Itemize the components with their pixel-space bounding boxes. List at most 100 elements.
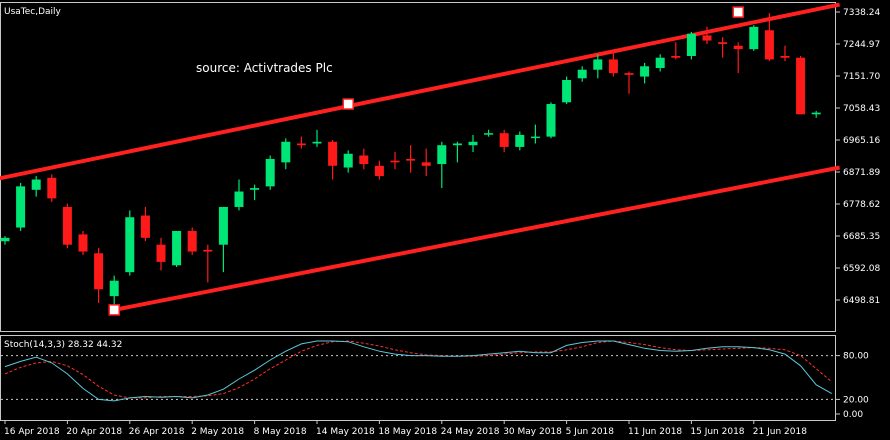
- channel-marker: [108, 304, 120, 316]
- x-tick-label: 15 Jun 2018: [690, 427, 744, 437]
- candle-body: [437, 145, 447, 165]
- candle: [0, 236, 10, 245]
- candle-body: [577, 69, 587, 79]
- candle: [530, 124, 540, 144]
- source-annotation: source: Activtrades Plc: [196, 61, 333, 75]
- price-axis: 7338.24 7244.97 7151.70 7058.43 6965.16 6871.…: [835, 8, 880, 306]
- candle-body: [31, 179, 41, 190]
- candle: [421, 148, 431, 177]
- candle-body: [655, 57, 665, 69]
- candle-body: [624, 73, 634, 75]
- candle-body: [608, 59, 618, 74]
- candle: [172, 230, 182, 267]
- candle-body: [530, 136, 540, 139]
- candle: [343, 150, 353, 173]
- candle: [780, 45, 790, 62]
- y-tick-label: 6965.16: [843, 136, 880, 146]
- channel-lower-line: [113, 165, 840, 312]
- candle-body: [47, 177, 57, 199]
- candle-body: [234, 191, 244, 207]
- x-tick-label: 11 Jun 2018: [628, 427, 682, 437]
- candle: [374, 160, 384, 180]
- candle-body: [328, 141, 338, 166]
- candle: [468, 134, 478, 153]
- candle: [281, 138, 291, 170]
- y-tick-label: 6498.81: [843, 296, 880, 306]
- candle-body: [421, 162, 431, 166]
- candle-body: [109, 280, 119, 297]
- candle: [140, 206, 150, 242]
- candle-body: [390, 160, 400, 163]
- stoch-level-label: 20.00: [843, 395, 869, 405]
- y-tick-label: 7151.70: [843, 72, 880, 82]
- candle: [702, 26, 712, 44]
- candle-body: [94, 253, 104, 290]
- candle: [406, 145, 416, 173]
- candle-body: [546, 104, 556, 137]
- candle-body: [452, 143, 462, 146]
- candle-body: [468, 141, 478, 146]
- candle: [265, 155, 275, 190]
- candle-body: [686, 33, 696, 56]
- x-tick-label: 26 Apr 2018: [129, 427, 185, 437]
- y-tick-label: 7244.97: [843, 40, 880, 50]
- candle: [593, 54, 603, 79]
- candle-body: [733, 45, 743, 50]
- candle: [671, 42, 681, 60]
- candle-body: [780, 55, 790, 58]
- candle: [94, 248, 104, 304]
- x-tick-label: 16 Apr 2018: [4, 427, 60, 437]
- candle: [718, 37, 728, 58]
- candle: [109, 275, 119, 307]
- candle-body: [312, 141, 322, 144]
- candle-body: [203, 249, 213, 252]
- candle-body: [562, 80, 572, 103]
- candle-body: [125, 217, 135, 273]
- candle: [47, 174, 57, 202]
- stoch-signal-line: [4, 340, 833, 399]
- stoch-level-label: 80.00: [843, 352, 869, 362]
- x-tick-label: 18 May 2018: [378, 427, 437, 437]
- trend-channel: [0, 2, 841, 312]
- stoch-level-label: 0.00: [843, 410, 863, 420]
- stochastic-panel: 80.00 20.00 0.00: [0, 335, 869, 421]
- candle-body: [0, 237, 10, 242]
- candle: [640, 62, 650, 84]
- candle-body: [593, 59, 603, 70]
- candle-body: [265, 158, 275, 187]
- candle-body: [16, 186, 26, 228]
- candle-body: [359, 155, 369, 165]
- candle: [624, 71, 634, 94]
- x-tick-label: 8 May 2018: [254, 427, 307, 437]
- y-tick-label: 6592.08: [843, 264, 880, 274]
- candle-body: [78, 234, 88, 252]
- candle: [484, 129, 494, 137]
- y-tick-label: 7338.24: [843, 8, 880, 18]
- candle: [390, 152, 400, 170]
- candle: [16, 182, 26, 231]
- candle-body: [187, 230, 197, 252]
- stoch-main-line: [4, 340, 833, 402]
- x-tick-label: 20 Apr 2018: [66, 427, 122, 437]
- date-axis: 16 Apr 2018 20 Apr 2018 26 Apr 2018 2 May 2…: [4, 420, 807, 437]
- candle-body: [515, 134, 525, 147]
- y-tick-label: 7058.43: [843, 104, 880, 114]
- y-tick-label: 6871.89: [843, 168, 880, 178]
- candle: [218, 206, 228, 273]
- main-panel-border: [0, 2, 836, 332]
- candle: [499, 129, 509, 153]
- candle-body: [671, 55, 681, 58]
- y-tick-label: 6778.62: [843, 200, 880, 210]
- x-tick-label: 2 May 2018: [191, 427, 244, 437]
- candle: [250, 184, 260, 201]
- x-tick-label: 21 Jun 2018: [753, 427, 807, 437]
- candle: [546, 102, 556, 139]
- candle: [608, 50, 618, 77]
- candle: [686, 31, 696, 60]
- stoch-panel-border: [0, 335, 836, 421]
- candle-body: [140, 215, 150, 238]
- candle: [733, 42, 743, 74]
- channel-upper-line: [0, 2, 841, 181]
- candle: [811, 110, 821, 118]
